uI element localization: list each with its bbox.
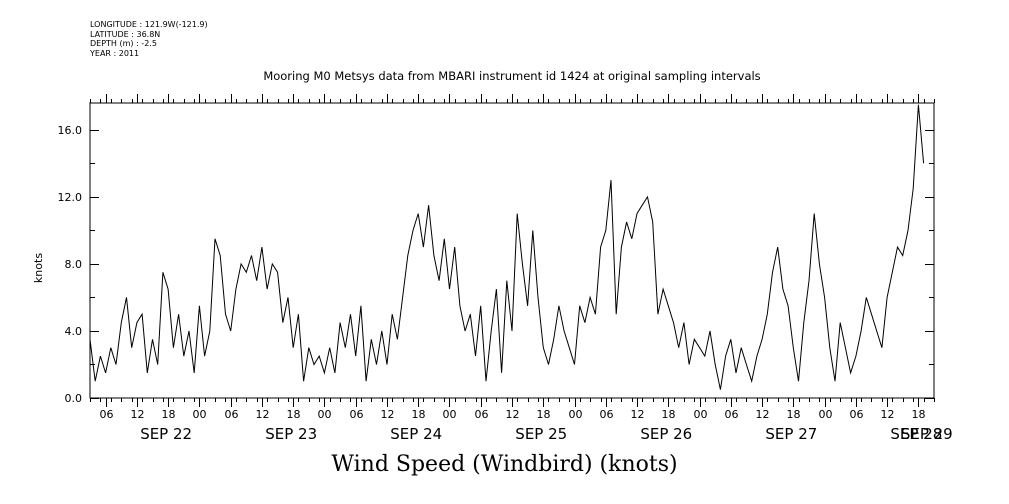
x-tick-label: 12 <box>131 408 145 421</box>
x-date-label: SEP 26 <box>640 425 692 443</box>
y-tick-label: 8.0 <box>65 258 83 271</box>
x-date-label: SEP 24 <box>390 425 442 443</box>
x-tick-label: 18 <box>537 408 551 421</box>
x-date-label: SEP 22 <box>140 425 192 443</box>
x-tick-label: 12 <box>631 408 645 421</box>
x-tick-label: 18 <box>287 408 301 421</box>
x-date-label: SEP 27 <box>765 425 817 443</box>
x-date-label: SEP 28 <box>890 425 942 443</box>
longitude-label: LONGITUDE : 121.9W(-121.9) <box>90 20 208 29</box>
x-tick-label: 00 <box>819 408 833 421</box>
x-tick-label: 00 <box>694 408 708 421</box>
x-tick-label: 00 <box>443 408 457 421</box>
x-tick-label: 18 <box>662 408 676 421</box>
x-tick-label: 18 <box>412 408 426 421</box>
x-date-label: SEP 29 <box>901 425 953 443</box>
x-tick-label: 06 <box>850 408 864 421</box>
x-tick-label: 12 <box>256 408 270 421</box>
y-tick-label: 16.0 <box>58 124 83 137</box>
axes-layer <box>89 94 935 407</box>
x-date-label: SEP 23 <box>265 425 317 443</box>
metadata-block: LONGITUDE : 121.9W(-121.9) LATITUDE : 36… <box>90 20 208 58</box>
x-tick-label: 06 <box>600 408 614 421</box>
label-layer: 06 12 18 00 06 12 18 00 06 12 18 00 06 12 18 00 06 12 18 00… <box>58 124 953 443</box>
x-tick-label: 12 <box>756 408 770 421</box>
x-tick-label: 06 <box>225 408 239 421</box>
x-tick-label: 12 <box>506 408 520 421</box>
x-tick-label: 12 <box>881 408 895 421</box>
x-tick-label: 06 <box>725 408 739 421</box>
x-tick-label: 00 <box>193 408 207 421</box>
x-tick-label: 00 <box>569 408 583 421</box>
latitude-label: LATITUDE : 36.8N <box>90 29 161 39</box>
x-tick-label: 06 <box>100 408 114 421</box>
x-tick-label: 06 <box>475 408 489 421</box>
series-layer <box>89 104 925 390</box>
x-date-label: SEP 25 <box>515 425 567 443</box>
x-tick-label: 00 <box>318 408 332 421</box>
chart-title: Mooring M0 Metsys data from MBARI instru… <box>263 69 761 83</box>
x-tick-label: 18 <box>787 408 801 421</box>
x-tick-label: 06 <box>350 408 364 421</box>
depth-label: DEPTH (m) : -2.5 <box>90 39 157 48</box>
chart-caption: Wind Speed (Windbird) (knots) <box>331 452 678 477</box>
x-tick-label: 12 <box>381 408 395 421</box>
wind-speed-line <box>89 104 925 390</box>
y-axis-label: knots <box>32 253 45 283</box>
year-label: YEAR : 2011 <box>90 48 140 58</box>
x-tick-label: 18 <box>162 408 176 421</box>
plot-frame <box>89 102 935 399</box>
y-tick-label: 12.0 <box>58 191 83 204</box>
y-tick-label: 0.0 <box>65 392 83 405</box>
x-tick-label: 18 <box>912 408 926 421</box>
y-tick-label: 4.0 <box>65 325 83 338</box>
